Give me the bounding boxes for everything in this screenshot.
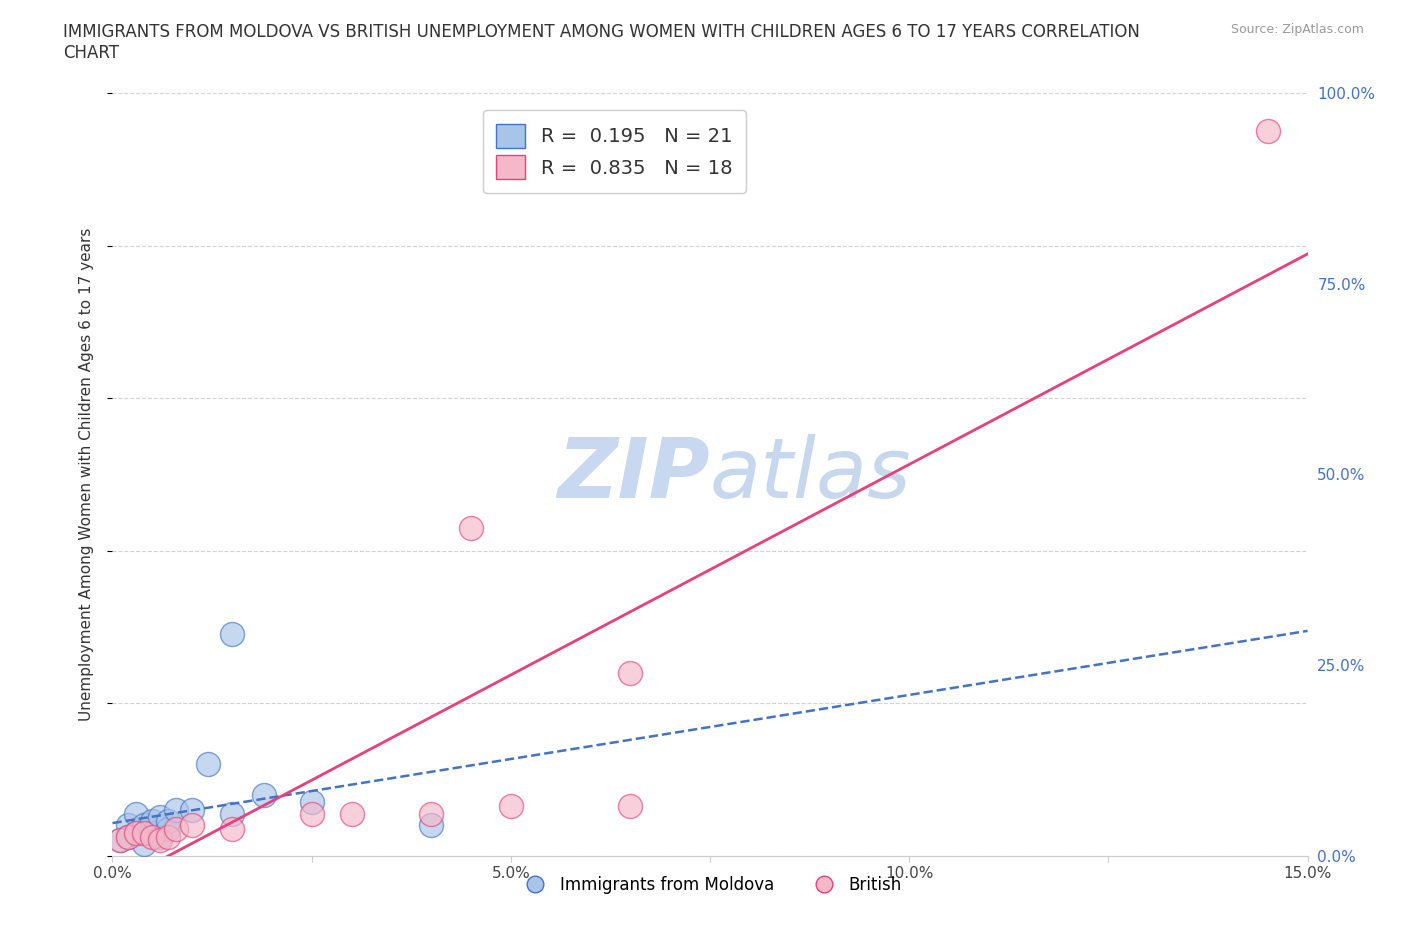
- Point: [1257, 124, 1279, 139]
- Point: [125, 806, 148, 821]
- Point: [117, 817, 139, 832]
- Point: [157, 821, 180, 836]
- Point: [134, 837, 156, 852]
- Point: [157, 814, 180, 829]
- Point: [253, 787, 276, 802]
- Text: IMMIGRANTS FROM MOLDOVA VS BRITISH UNEMPLOYMENT AMONG WOMEN WITH CHILDREN AGES 6: IMMIGRANTS FROM MOLDOVA VS BRITISH UNEMP…: [63, 23, 1140, 62]
- Point: [197, 757, 219, 772]
- Point: [125, 825, 148, 840]
- Point: [619, 665, 641, 680]
- Point: [110, 833, 132, 848]
- Point: [301, 795, 323, 810]
- Point: [165, 803, 187, 817]
- Point: [301, 806, 323, 821]
- Point: [619, 799, 641, 814]
- Point: [134, 825, 156, 840]
- Point: [221, 806, 243, 821]
- Point: [499, 799, 522, 814]
- Point: [181, 817, 204, 832]
- Point: [141, 830, 163, 844]
- Point: [181, 803, 204, 817]
- Point: [340, 806, 363, 821]
- Text: atlas: atlas: [710, 433, 911, 515]
- Point: [125, 825, 148, 840]
- Point: [141, 814, 163, 829]
- Text: Source: ZipAtlas.com: Source: ZipAtlas.com: [1230, 23, 1364, 36]
- Text: ZIP: ZIP: [557, 433, 710, 515]
- Point: [149, 833, 172, 848]
- Legend: Immigrants from Moldova, British: Immigrants from Moldova, British: [512, 870, 908, 900]
- Point: [141, 825, 163, 840]
- Point: [460, 520, 482, 535]
- Point: [165, 821, 187, 836]
- Point: [420, 806, 443, 821]
- Point: [420, 817, 443, 832]
- Point: [149, 810, 172, 825]
- Point: [157, 830, 180, 844]
- Point: [110, 833, 132, 848]
- Point: [117, 830, 139, 844]
- Y-axis label: Unemployment Among Women with Children Ages 6 to 17 years: Unemployment Among Women with Children A…: [79, 228, 94, 721]
- Point: [149, 830, 172, 844]
- Point: [221, 821, 243, 836]
- Point: [117, 830, 139, 844]
- Point: [134, 817, 156, 832]
- Point: [221, 627, 243, 642]
